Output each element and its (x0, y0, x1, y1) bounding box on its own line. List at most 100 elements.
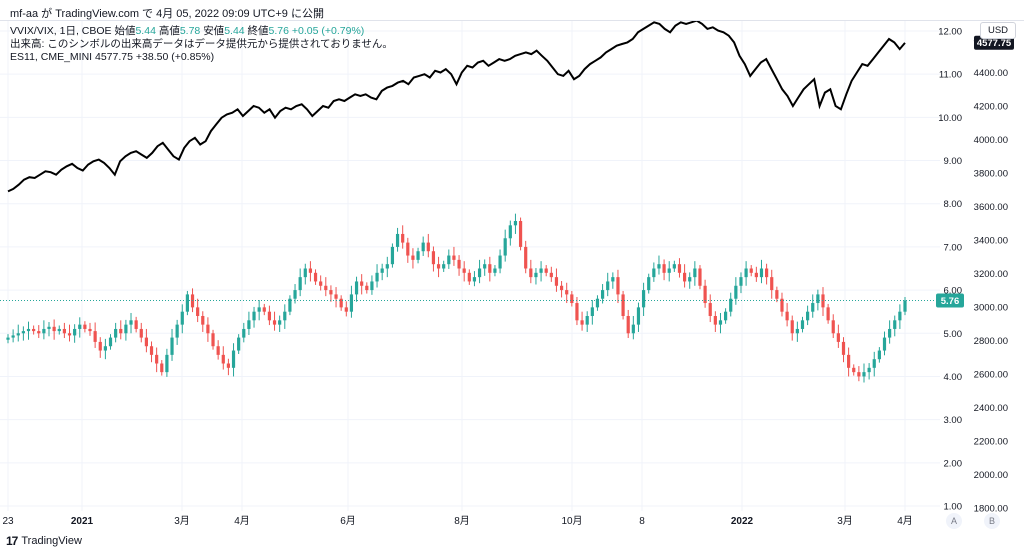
time-axis: 23 2021 3月 4月 6月 8月 10月 8 2022 3月 4月 (2, 515, 912, 527)
candle-body (585, 316, 589, 325)
candle-body (806, 311, 810, 321)
candle-body (180, 311, 184, 325)
candle-body (626, 316, 630, 334)
candle-body (734, 285, 738, 299)
legend-vvix-symbol: VVIX/VIX, 1日, CBOE (10, 25, 112, 37)
candle-body (641, 290, 646, 308)
candle-body (206, 324, 210, 334)
candle-body (385, 264, 389, 269)
candle-body (411, 255, 415, 260)
candle-body (698, 268, 702, 286)
legend-close: 5.76 (268, 25, 289, 37)
left-axis-tick: 12.00 (938, 27, 962, 38)
candle-body (57, 328, 61, 332)
candle-body (431, 251, 436, 265)
log-scale-button[interactable]: B (984, 513, 1000, 529)
candle-body (319, 281, 323, 286)
candle-body (288, 298, 292, 312)
candle-body (570, 294, 574, 304)
left-axis-tick: 3.00 (944, 415, 963, 426)
right-axis-tick: 2000.00 (974, 470, 1008, 481)
candle-body (42, 328, 46, 334)
candle-body (452, 255, 456, 260)
candle-body (765, 268, 769, 278)
tradingview-logo-icon[interactable]: 17 (6, 534, 18, 548)
left-axis-tick: 10.00 (938, 113, 962, 124)
candle-body (257, 307, 261, 312)
candle-body (155, 354, 159, 364)
price-chart[interactable]: 1.00 2.00 3.00 4.00 5.00 6.00 7.00 8.00 9.00 10.0… (0, 19, 1024, 531)
candle-body (73, 328, 77, 336)
candle-body (247, 320, 251, 329)
candle-body (621, 294, 625, 316)
candle-body (129, 320, 133, 325)
legend-es-row: ES11, CME_MINI 4577.75 +38.50 (+0.85%) (10, 51, 393, 64)
left-axis-tick: 8.00 (944, 199, 963, 210)
candle-body (108, 337, 113, 347)
candle-body (16, 333, 20, 336)
candle-body (790, 320, 794, 334)
currency-button[interactable]: USD (980, 22, 1016, 39)
candle-body (211, 333, 215, 347)
candle-body (124, 324, 128, 334)
candle-body (216, 346, 220, 355)
candle-body (759, 268, 764, 278)
candle-body (298, 277, 302, 291)
candle-body (503, 238, 507, 256)
candle-body (559, 285, 564, 291)
brand-name[interactable]: TradingView (21, 535, 82, 547)
candle-body (37, 331, 41, 334)
candle-body (83, 324, 87, 329)
candle-body (729, 298, 733, 312)
candle-body (713, 316, 717, 325)
candle-body (272, 320, 277, 325)
candle-body (600, 290, 605, 299)
candle-body (785, 311, 789, 321)
left-axis-tick: 1.00 (944, 502, 963, 513)
candle-body (406, 242, 410, 256)
right-axis-tick: 3400.00 (974, 236, 1008, 247)
candle-body (857, 372, 861, 377)
candle-body (231, 350, 236, 368)
candle-body (847, 354, 851, 368)
candle-body (739, 277, 743, 286)
candle-body (662, 264, 666, 273)
candle-body (682, 272, 687, 282)
time-axis-tick: 3月 (837, 515, 853, 527)
candle-body (472, 277, 477, 282)
candle-body (539, 268, 543, 273)
left-axis-tick: 11.00 (939, 70, 962, 81)
candle-body (88, 328, 92, 332)
legend-change: +0.05 (+0.79%) (291, 25, 365, 37)
candle-body (175, 324, 179, 338)
candle-body (677, 264, 682, 273)
es11-axis: 1800.00 2000.00 2200.00 2400.00 2600.00 2800.… (974, 35, 1008, 515)
candle-body (21, 331, 25, 334)
candle-body (170, 337, 174, 355)
candle-body (775, 290, 779, 299)
candle-body (26, 328, 31, 332)
candle-body (47, 326, 51, 329)
candle-body (334, 294, 338, 299)
left-axis-tick: 6.00 (944, 286, 963, 297)
vvix-vix-axis: 1.00 2.00 3.00 4.00 5.00 6.00 7.00 8.00 9.00 10.0… (938, 27, 962, 513)
candle-body (196, 307, 200, 316)
candle-body (380, 268, 384, 273)
candle-body (354, 281, 359, 295)
candle-body (498, 255, 502, 269)
candle-body (524, 246, 528, 269)
left-axis-tick: 4.00 (944, 372, 963, 383)
candle-body (457, 259, 461, 269)
candle-body (508, 225, 512, 239)
candle-body (688, 277, 692, 282)
candle-body (831, 320, 835, 334)
candle-body (483, 264, 487, 269)
es11-line (7, 19, 906, 193)
time-axis-tick: 4月 (234, 515, 250, 527)
candle-body (693, 268, 697, 278)
auto-scale-button[interactable]: A (946, 513, 962, 529)
chart-area[interactable]: 1.00 2.00 3.00 4.00 5.00 6.00 7.00 8.00 9.00 10.0… (0, 19, 1024, 531)
candle-body (360, 281, 364, 286)
right-axis-tick: 4200.00 (974, 102, 1008, 113)
grid (0, 21, 940, 511)
